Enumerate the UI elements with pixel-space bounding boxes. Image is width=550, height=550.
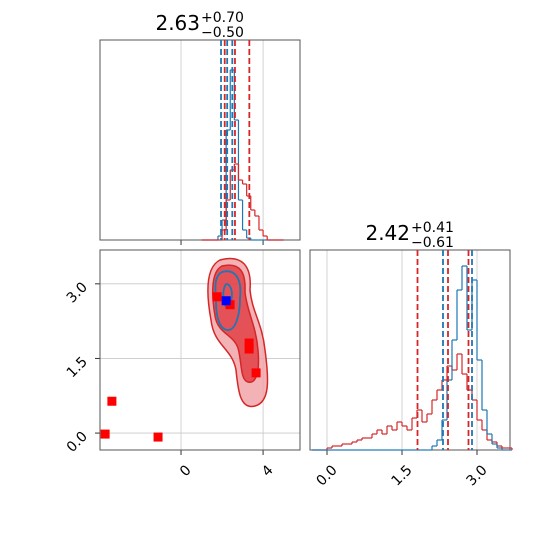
y-tick-label: 1.5 — [64, 354, 91, 381]
title-upper: +0.70 — [201, 10, 244, 26]
axes-frame — [99, 39, 301, 241]
title-lower: −0.50 — [201, 25, 244, 41]
point — [153, 432, 163, 442]
title-upper: +0.41 — [411, 220, 454, 236]
x-tick-label: 0.0 — [314, 462, 341, 489]
histogram-connector — [431, 266, 503, 450]
y-tick-label: 3.0 — [64, 279, 91, 306]
point — [100, 429, 110, 439]
x-tick-label: 1.5 — [389, 462, 416, 489]
x-tick-label: 4 — [259, 462, 277, 480]
point — [221, 296, 231, 306]
point — [107, 396, 117, 406]
point — [244, 344, 254, 354]
panel-title: 2.63 — [155, 11, 200, 35]
histogram-connector — [221, 164, 268, 240]
point — [244, 338, 254, 348]
axes-frame — [99, 249, 301, 451]
density-contours — [207, 257, 269, 408]
x-tick-label: 3.0 — [464, 462, 491, 489]
histogram-connector — [217, 70, 252, 240]
point — [251, 368, 261, 378]
title-lower: −0.61 — [411, 235, 454, 251]
panel-title: 2.42 — [365, 221, 410, 245]
point — [212, 292, 222, 302]
y-tick-label: 0.0 — [64, 429, 91, 456]
x-tick-label: 0 — [177, 462, 195, 480]
